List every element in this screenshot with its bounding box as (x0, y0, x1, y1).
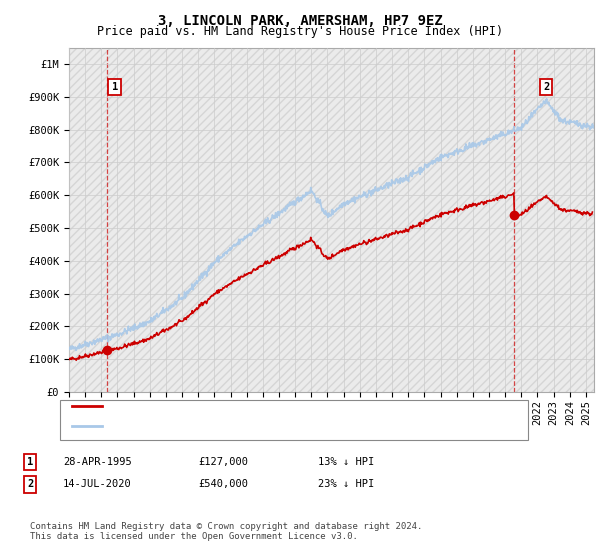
Text: 28-APR-1995: 28-APR-1995 (63, 457, 132, 467)
Text: 23% ↓ HPI: 23% ↓ HPI (318, 479, 374, 489)
Text: Price paid vs. HM Land Registry's House Price Index (HPI): Price paid vs. HM Land Registry's House … (97, 25, 503, 38)
Text: 14-JUL-2020: 14-JUL-2020 (63, 479, 132, 489)
Text: 3, LINCOLN PARK, AMERSHAM, HP7 9EZ: 3, LINCOLN PARK, AMERSHAM, HP7 9EZ (158, 14, 442, 28)
Text: £540,000: £540,000 (198, 479, 248, 489)
Text: £127,000: £127,000 (198, 457, 248, 467)
Text: HPI: Average price, detached house, Buckinghamshire: HPI: Average price, detached house, Buck… (105, 421, 424, 431)
Text: 2: 2 (27, 479, 33, 489)
Text: 1: 1 (27, 457, 33, 467)
Text: 3, LINCOLN PARK, AMERSHAM, HP7 9EZ (detached house): 3, LINCOLN PARK, AMERSHAM, HP7 9EZ (deta… (105, 401, 424, 411)
Text: 13% ↓ HPI: 13% ↓ HPI (318, 457, 374, 467)
Text: Contains HM Land Registry data © Crown copyright and database right 2024.
This d: Contains HM Land Registry data © Crown c… (30, 522, 422, 542)
Text: 2: 2 (543, 82, 550, 92)
Text: 1: 1 (112, 82, 118, 92)
